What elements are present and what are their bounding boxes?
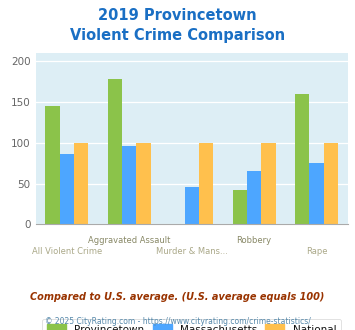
Bar [45, 106, 60, 224]
Text: Murder & Mans...: Murder & Mans... [156, 247, 228, 256]
Legend: Provincetown, Massachusetts, National: Provincetown, Massachusetts, National [42, 319, 342, 330]
Bar [136, 143, 151, 224]
Text: All Violent Crime: All Violent Crime [32, 247, 102, 256]
Text: Compared to U.S. average. (U.S. average equals 100): Compared to U.S. average. (U.S. average … [30, 292, 325, 302]
Text: © 2025 CityRating.com - https://www.cityrating.com/crime-statistics/: © 2025 CityRating.com - https://www.city… [45, 317, 310, 326]
Text: Violent Crime Comparison: Violent Crime Comparison [70, 28, 285, 43]
Bar [199, 143, 213, 224]
Bar [233, 190, 247, 224]
Bar [247, 171, 261, 224]
Text: Rape: Rape [306, 247, 327, 256]
Bar [261, 143, 276, 224]
Text: 2019 Provincetown: 2019 Provincetown [98, 8, 257, 23]
Bar [324, 143, 338, 224]
Bar [122, 146, 136, 224]
Bar [60, 154, 74, 224]
Text: Aggravated Assault: Aggravated Assault [88, 236, 170, 245]
Bar [310, 163, 324, 224]
Bar [108, 79, 122, 224]
Bar [295, 94, 310, 224]
Text: Robbery: Robbery [237, 236, 272, 245]
Bar [74, 143, 88, 224]
Bar [185, 187, 199, 224]
